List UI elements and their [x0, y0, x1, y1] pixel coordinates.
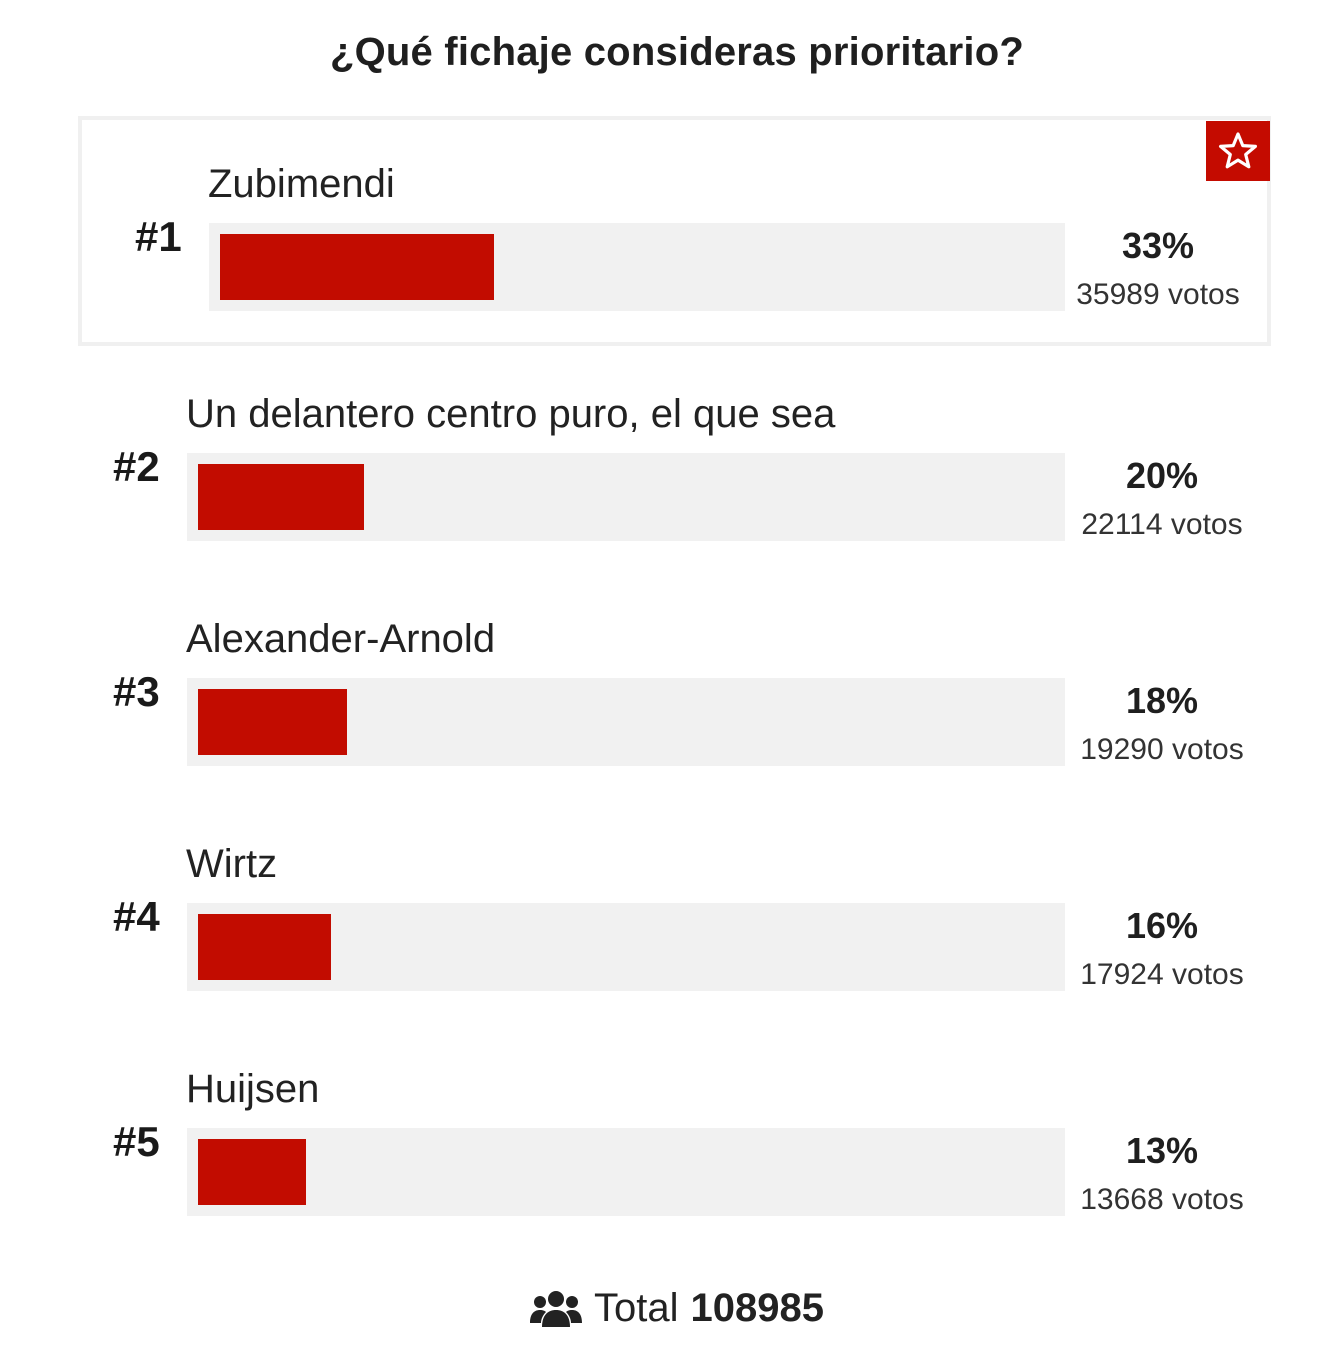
option-rank: #1 [135, 216, 182, 258]
users-icon [530, 1289, 582, 1329]
option-bar-fill [198, 914, 331, 980]
option-percent: 16% [1062, 908, 1262, 944]
option-votes: 35989 votos [1058, 280, 1258, 310]
option-votes-count: 13668 [1080, 1183, 1163, 1216]
option-votes-count: 17924 [1080, 958, 1163, 991]
option-rank: #3 [113, 671, 160, 713]
option-rank: #4 [113, 896, 160, 938]
option-rank: #5 [113, 1121, 160, 1163]
poll-option[interactable]: #1 Zubimendi 33% 35989 votos [0, 160, 1320, 310]
option-percent: 20% [1062, 458, 1262, 494]
option-votes-suffix: votos [1172, 1183, 1244, 1216]
option-bar-fill [198, 1139, 306, 1205]
option-bar-fill [198, 689, 347, 755]
option-label: Zubimendi [208, 164, 395, 204]
option-label: Un delantero centro puro, el que sea [186, 394, 835, 434]
option-bar-fill [220, 234, 494, 300]
total-label: Total [594, 1286, 679, 1331]
poll-title: ¿Qué fichaje consideras prioritario? [0, 30, 1320, 75]
option-votes: 19290 votos [1062, 735, 1262, 765]
option-percent: 18% [1062, 683, 1262, 719]
total-value: 108985 [691, 1286, 824, 1331]
option-votes: 22114 votos [1062, 510, 1262, 540]
option-bar-track [187, 453, 1065, 541]
poll-option[interactable]: #4 Wirtz 16% 17924 votos [0, 840, 1320, 990]
option-votes: 13668 votos [1062, 1185, 1262, 1215]
option-votes-suffix: votos [1172, 958, 1244, 991]
option-rank: #2 [113, 446, 160, 488]
option-bar-track [209, 223, 1065, 311]
option-bar-fill [198, 464, 364, 530]
option-bar-track [187, 903, 1065, 991]
option-votes-suffix: votos [1171, 508, 1243, 541]
option-label: Huijsen [186, 1069, 319, 1109]
option-percent: 13% [1062, 1133, 1262, 1169]
option-votes-count: 35989 [1076, 278, 1159, 311]
option-label: Wirtz [186, 844, 277, 884]
poll-option[interactable]: #5 Huijsen 13% 13668 votos [0, 1065, 1320, 1215]
option-votes-suffix: votos [1172, 733, 1244, 766]
option-votes: 17924 votos [1062, 960, 1262, 990]
poll-option[interactable]: #3 Alexander-Arnold 18% 19290 votos [0, 615, 1320, 765]
option-votes-suffix: votos [1168, 278, 1240, 311]
total-votes: Total 108985 [0, 1286, 1320, 1331]
option-votes-count: 22114 [1081, 508, 1162, 541]
option-percent: 33% [1058, 228, 1258, 264]
option-bar-track [187, 1128, 1065, 1216]
option-label: Alexander-Arnold [186, 619, 495, 659]
poll-option[interactable]: #2 Un delantero centro puro, el que sea 20… [0, 390, 1320, 540]
option-bar-track [187, 678, 1065, 766]
option-votes-count: 19290 [1080, 733, 1163, 766]
